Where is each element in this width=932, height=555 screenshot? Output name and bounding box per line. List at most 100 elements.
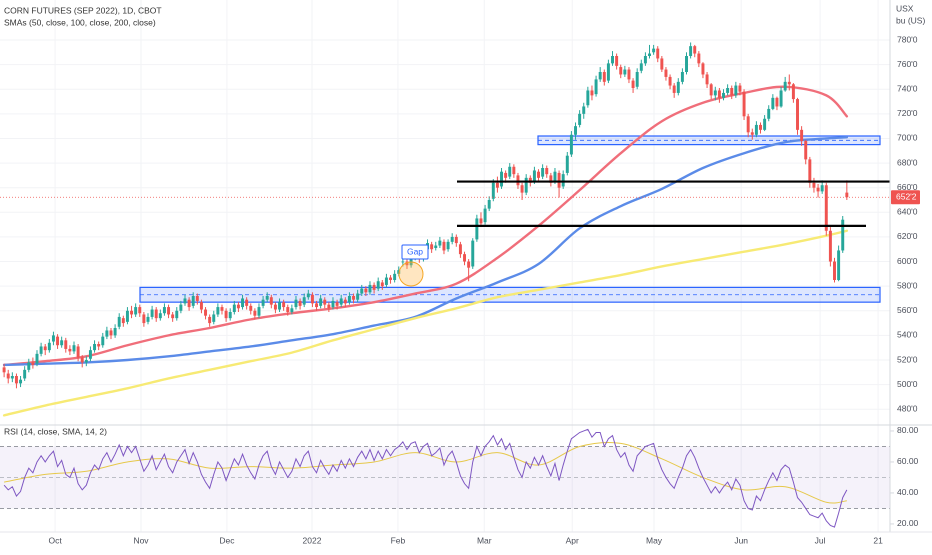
candle-body xyxy=(532,170,536,182)
candle-body xyxy=(537,171,541,178)
candle-body xyxy=(315,303,319,308)
candle-body xyxy=(463,254,467,262)
candle-body xyxy=(64,340,68,349)
candle-body xyxy=(212,314,216,322)
candle-body xyxy=(475,218,479,240)
x-tick-label: Jul xyxy=(815,535,826,545)
candle-body xyxy=(302,297,306,305)
x-tick-label: 21 xyxy=(873,535,883,545)
y-tick-label: 640'0 xyxy=(897,207,918,217)
y-tick-label: 700'0 xyxy=(897,133,918,143)
candle-body xyxy=(611,56,614,64)
candle-body xyxy=(56,336,60,346)
front-layer: Oct Nov Dec 2022 Feb Mar Apr May Jun Jul 21 480'0 50… xyxy=(0,34,920,545)
candle-body xyxy=(101,336,105,346)
candle-body xyxy=(619,67,623,75)
candle-body xyxy=(672,85,676,93)
candle-body xyxy=(273,304,277,310)
candle-body xyxy=(775,97,779,107)
x-tick-label: Apr xyxy=(566,535,579,545)
gap-highlight xyxy=(398,261,424,287)
candle-body xyxy=(680,72,684,82)
candle-body xyxy=(80,357,84,363)
candle-body xyxy=(701,63,705,75)
candle-body xyxy=(343,299,347,304)
candle-body xyxy=(730,88,734,96)
candle-body xyxy=(60,340,64,346)
candle-body xyxy=(557,172,561,188)
candle-body xyxy=(265,296,269,300)
candle-body xyxy=(742,91,746,117)
candle-body xyxy=(327,304,331,309)
candle-body xyxy=(2,367,6,373)
candle-body xyxy=(175,310,179,319)
candle-body xyxy=(162,307,166,314)
rsi-line xyxy=(3,428,848,528)
y-tick-label: 480'0 xyxy=(897,403,918,413)
candle-body xyxy=(467,261,471,268)
candle-body xyxy=(820,185,824,192)
candle-body xyxy=(565,155,569,173)
candle-body xyxy=(693,46,697,54)
rsi-title: RSI (14, close, SMA, 14, 2) xyxy=(4,426,107,436)
candle-body xyxy=(512,166,516,175)
x-tick-label: Nov xyxy=(133,535,149,545)
candle-body xyxy=(553,171,557,182)
candle-body xyxy=(134,307,138,315)
candle-body xyxy=(113,328,117,336)
candle-body xyxy=(606,63,610,81)
candle-body xyxy=(652,48,656,53)
candle-body xyxy=(6,373,10,379)
candle-body xyxy=(434,245,438,248)
candle-body xyxy=(598,72,602,80)
candle-body xyxy=(261,299,265,306)
y-tick-label: 560'0 xyxy=(897,305,918,315)
y-tick-label: 740'0 xyxy=(897,83,918,93)
candle-body xyxy=(19,379,23,384)
candle-body xyxy=(39,346,43,354)
y-tick-label: 720'0 xyxy=(897,108,918,118)
candle-body xyxy=(824,185,828,231)
candle-body xyxy=(804,140,808,160)
chart-subtitle: SMAs (50, close, 100, close, 200, close) xyxy=(4,17,156,27)
candle-body xyxy=(767,108,771,119)
candle-body xyxy=(828,230,832,262)
x-tick-label: Oct xyxy=(48,535,62,545)
candle-body xyxy=(541,168,545,177)
candle-body xyxy=(816,187,820,192)
candle-body xyxy=(800,129,804,141)
candle-body xyxy=(516,175,520,186)
candle-body xyxy=(796,99,799,130)
candle-body xyxy=(290,308,294,312)
candle-body xyxy=(495,182,499,188)
candle-body xyxy=(35,353,39,364)
candle-body xyxy=(347,296,351,303)
candle-body xyxy=(586,90,590,106)
candle-body xyxy=(282,302,286,308)
candle-body xyxy=(319,298,323,306)
candle-body xyxy=(191,296,195,306)
candle-body xyxy=(845,192,849,198)
candle-body xyxy=(368,284,372,293)
candle-body xyxy=(298,300,302,306)
y-tick-label: 500'0 xyxy=(897,379,918,389)
candle-body xyxy=(837,250,841,280)
candle-body xyxy=(668,76,672,86)
rsi-tick-label: 60.00 xyxy=(897,456,919,466)
candle-body xyxy=(685,56,688,72)
candle-body xyxy=(10,376,14,379)
candle-body xyxy=(500,171,504,187)
x-tick-label: 2022 xyxy=(303,535,322,545)
candle-body xyxy=(339,298,343,305)
candle-body xyxy=(664,69,668,77)
candle-body xyxy=(72,345,76,352)
candle-body xyxy=(310,294,314,304)
candle-body xyxy=(639,63,643,71)
candle-body xyxy=(245,299,249,306)
candle-body xyxy=(51,335,55,342)
candle-body xyxy=(154,309,158,319)
last-price-tag xyxy=(891,190,920,205)
x-tick-label: Jun xyxy=(734,535,748,545)
candle-body xyxy=(241,298,245,308)
candle-body xyxy=(631,80,635,88)
